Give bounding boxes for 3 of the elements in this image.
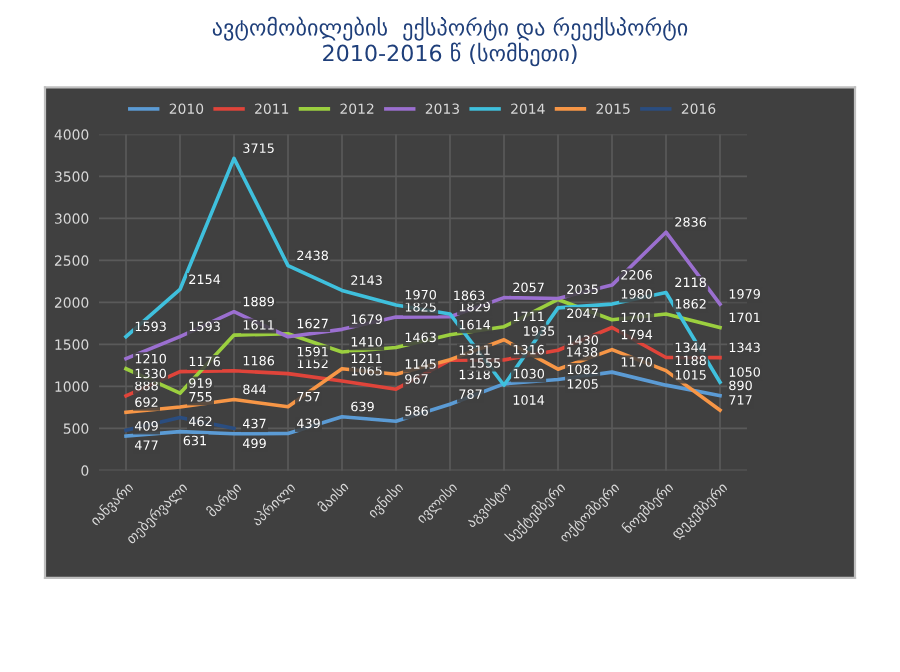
- chart-title: ავტომობილების ექსპორტი და რეექსპორტი 2010-2016 წ (სომხეთი): [212, 16, 688, 67]
- line-series: [124, 156, 722, 388]
- line-series: [124, 297, 722, 396]
